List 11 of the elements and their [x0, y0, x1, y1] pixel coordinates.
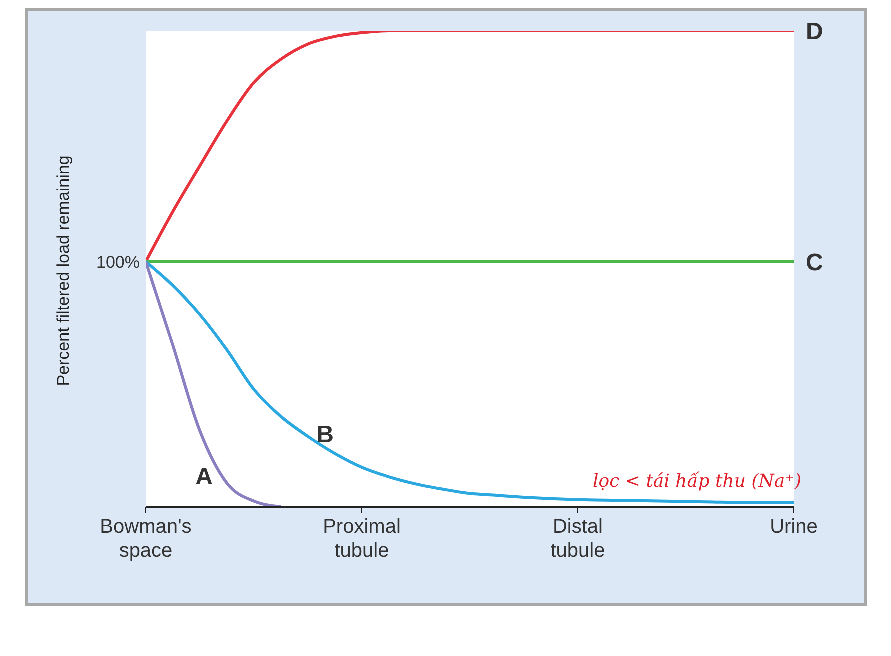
y-axis-title: Percent filtered load remaining [54, 156, 74, 386]
x-tick-label: Distal tubule [550, 516, 606, 562]
x-tick-label: Proximal tubule [323, 516, 401, 562]
x-tick-label: Bowman's space [100, 516, 192, 562]
series-label: B [316, 422, 334, 449]
annotation: lọc < tái hấp thu (Na⁺) [593, 471, 802, 492]
annotation: 100% [96, 252, 140, 272]
series-label: A [196, 464, 213, 491]
x-tick-label: Urine [770, 516, 818, 538]
series-label: D [806, 18, 824, 46]
series-label: C [806, 249, 824, 276]
